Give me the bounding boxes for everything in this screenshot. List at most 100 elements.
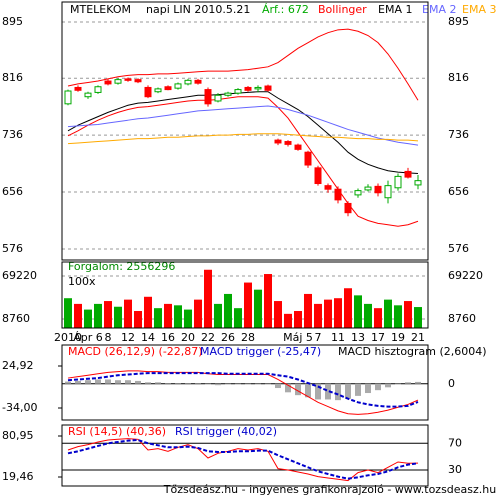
volume-bar bbox=[104, 301, 112, 328]
histogram-bar bbox=[135, 380, 141, 384]
line bbox=[67, 133, 419, 145]
line bbox=[67, 105, 419, 146]
candle-body bbox=[274, 139, 282, 144]
x-tick-label: 21 bbox=[411, 331, 425, 344]
histogram-bar bbox=[415, 381, 421, 384]
y2-tick-label: 8760 bbox=[448, 312, 476, 325]
volume-bar bbox=[404, 301, 412, 328]
candle-body bbox=[384, 185, 392, 199]
legend-entry: RSI (14,5) (40,36) bbox=[68, 425, 166, 438]
panel-frame bbox=[61, 1, 429, 261]
histogram-bar bbox=[345, 383, 351, 399]
y2-tick-label: 736 bbox=[448, 128, 469, 141]
x-tick-label: 28 bbox=[241, 331, 255, 344]
candle-body bbox=[414, 180, 422, 186]
candle-body bbox=[84, 92, 92, 98]
panel-frame bbox=[61, 424, 429, 487]
candle-body bbox=[284, 141, 292, 145]
volume-bar bbox=[244, 282, 252, 328]
histogram-bar bbox=[375, 383, 381, 391]
candle-body bbox=[184, 79, 192, 85]
x-tick-label: 13 bbox=[351, 331, 365, 344]
histogram-bar bbox=[255, 383, 261, 385]
candle-body bbox=[344, 202, 352, 214]
candle-body bbox=[234, 89, 242, 94]
volume-bar bbox=[344, 288, 352, 328]
line bbox=[67, 28, 419, 101]
volume-bar bbox=[64, 298, 72, 328]
volume-bar bbox=[84, 309, 92, 328]
legend-entry: EMA 2 bbox=[422, 3, 456, 16]
candle-body bbox=[104, 80, 112, 85]
legend-entry: EMA 1 bbox=[378, 3, 412, 16]
price-annotation: Árf.: 672 bbox=[262, 3, 309, 16]
candle-body bbox=[294, 144, 302, 150]
histogram-bar bbox=[355, 383, 361, 396]
candle-body bbox=[254, 86, 262, 90]
histogram-bar bbox=[175, 383, 181, 384]
volume-bar bbox=[314, 303, 322, 328]
histogram-bar bbox=[275, 383, 281, 389]
histogram-bar bbox=[405, 382, 411, 384]
legend-entry: MACD (26,12,9) (-22,87) bbox=[68, 345, 203, 358]
legend-entry: MACD trigger (-25,47) bbox=[200, 345, 321, 358]
footer: Tőzsdeász.hu - ingyenes grafikonrajzoló … bbox=[163, 483, 497, 496]
histogram-bar bbox=[185, 383, 191, 384]
x-tick-label: 22 bbox=[201, 331, 215, 344]
volume-bar bbox=[94, 303, 102, 328]
y-tick-label: 576 bbox=[2, 242, 23, 255]
y-tick-label: 736 bbox=[2, 128, 23, 141]
volume-bar bbox=[304, 293, 312, 328]
candle-body bbox=[304, 151, 312, 166]
volume-bar bbox=[124, 299, 132, 328]
histogram-bar bbox=[265, 383, 271, 385]
candle-body bbox=[154, 88, 162, 93]
volume-bar bbox=[414, 307, 422, 328]
volume-bar bbox=[194, 299, 202, 328]
panel-frame bbox=[61, 261, 429, 329]
y-tick-label: 19,46 bbox=[2, 470, 34, 483]
volume-bar bbox=[224, 293, 232, 328]
histogram-bar bbox=[115, 380, 121, 384]
x-tick-label: 2010 bbox=[54, 331, 82, 344]
volume-bar bbox=[374, 308, 382, 328]
volume-bar bbox=[254, 289, 262, 328]
histogram-bar bbox=[225, 383, 231, 385]
candle-body bbox=[314, 167, 322, 185]
candle-body bbox=[74, 86, 82, 91]
x-tick-label: 17 bbox=[371, 331, 385, 344]
candle-body bbox=[404, 170, 412, 178]
histogram-bar bbox=[305, 383, 311, 398]
y2-tick-label: 69220 bbox=[448, 269, 483, 282]
volume-bar bbox=[394, 305, 402, 328]
legend-entry: MACD hisztogram (2,6004) bbox=[338, 345, 487, 358]
histogram-bar bbox=[125, 380, 131, 384]
x-tick-label: Máj 5 bbox=[283, 331, 313, 344]
volume-bar bbox=[214, 303, 222, 328]
histogram-bar bbox=[315, 383, 321, 400]
x-tick-label: 26 bbox=[221, 331, 235, 344]
candle-body bbox=[174, 83, 182, 89]
panel-frame bbox=[61, 344, 429, 421]
volume-bar bbox=[154, 308, 162, 328]
y2-tick-label: 70 bbox=[448, 436, 462, 449]
y2-tick-label: 656 bbox=[448, 185, 469, 198]
x-tick-label: 14 bbox=[141, 331, 155, 344]
y2-tick-label: 0 bbox=[448, 377, 455, 390]
y-tick-label: 895 bbox=[2, 15, 23, 28]
histogram-bar bbox=[155, 382, 161, 384]
candle-body bbox=[204, 89, 212, 105]
candle-body bbox=[354, 190, 362, 196]
x-tick-label: 8 bbox=[105, 331, 112, 344]
chart-subtitle: napi LIN 2010.5.21 bbox=[146, 3, 250, 16]
candle-body bbox=[364, 186, 372, 191]
line bbox=[67, 96, 419, 227]
x-tick-label: 20 bbox=[181, 331, 195, 344]
y2-tick-label: 816 bbox=[448, 71, 469, 84]
volume-bar bbox=[364, 303, 372, 328]
volume-bar bbox=[234, 308, 242, 328]
candle-body bbox=[334, 188, 342, 201]
histogram-bar bbox=[285, 383, 291, 393]
candle-body bbox=[324, 185, 332, 190]
